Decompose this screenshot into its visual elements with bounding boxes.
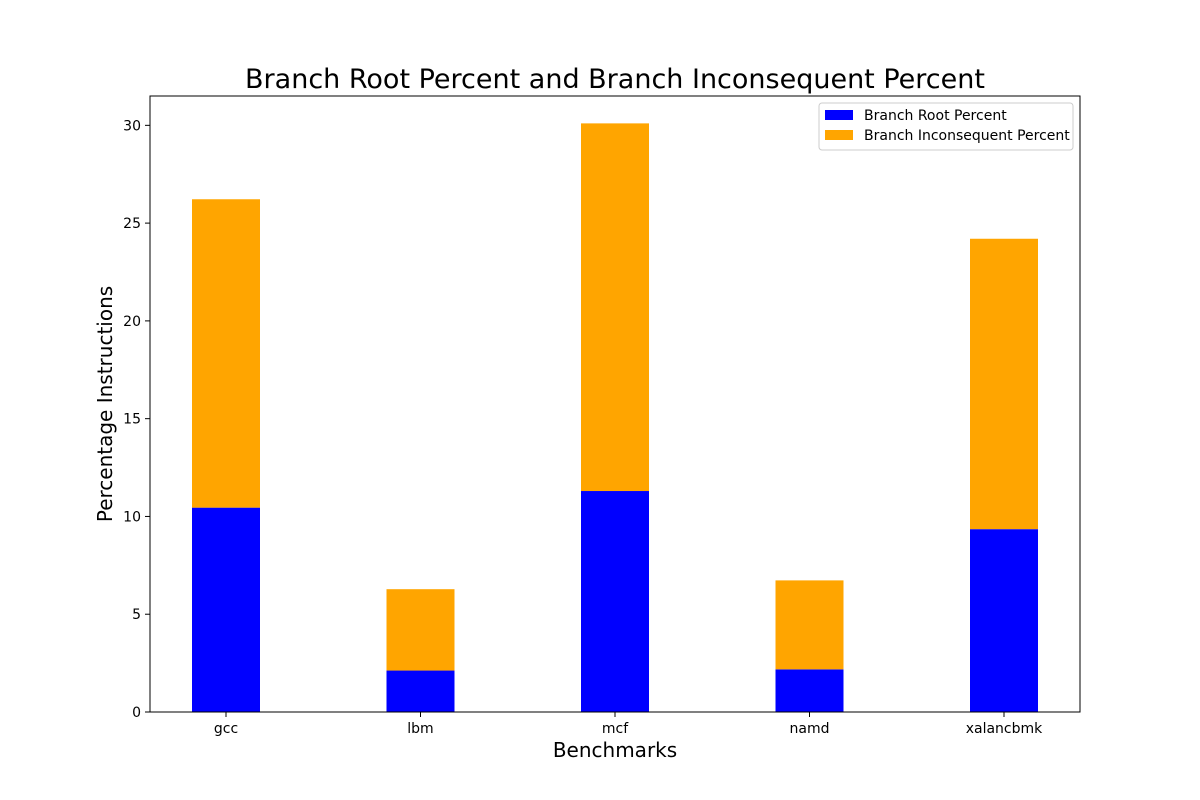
x-tick-label-xalancbmk: xalancbmk [966, 721, 1043, 737]
legend-box [818, 102, 1074, 151]
bar-branch-inconsequent-xalancbmk [970, 238, 1038, 530]
bar-branch-root-gcc [192, 507, 260, 712]
y-tick-label: 15 [123, 412, 141, 428]
y-tick-label: 10 [123, 509, 141, 525]
chart-title: Branch Root Percent and Branch Inconsequ… [245, 64, 985, 95]
bar-branch-inconsequent-gcc [192, 199, 260, 508]
legend-label-branch-root: Branch Root Percent [864, 108, 1007, 124]
legend: Branch Root Percent Branch Inconsequent P… [818, 102, 1074, 151]
x-tick-label-namd: namd [790, 721, 830, 737]
y-tick-label: 0 [132, 705, 141, 721]
bar-branch-inconsequent-namd [775, 580, 844, 670]
bar-branch-root-mcf [581, 491, 649, 712]
legend-label-branch-inconsequent: Branch Inconsequent Percent [864, 128, 1070, 144]
bar-branch-root-lbm [386, 670, 455, 712]
legend-swatch-branch-root [825, 110, 853, 120]
bar-branch-root-xalancbmk [970, 529, 1038, 712]
axes-group: 0 5 10 15 20 25 30 gcc lbm mcf namd xalancbmk [123, 95, 1081, 737]
bar-branch-inconsequent-mcf [581, 123, 649, 492]
y-tick-label: 30 [123, 118, 141, 134]
y-axis-label: Percentage Instructions [93, 286, 117, 522]
x-tick-label-mcf: mcf [602, 721, 629, 737]
x-axis-label: Benchmarks [553, 738, 677, 762]
y-tick-label: 20 [123, 314, 141, 330]
bars-group [192, 123, 1038, 712]
legend-swatch-branch-inconsequent [825, 130, 853, 140]
bar-branch-root-namd [775, 669, 844, 712]
x-tick-label-gcc: gcc [214, 721, 238, 737]
bar-branch-inconsequent-lbm [386, 589, 455, 671]
y-tick-label: 25 [123, 216, 141, 232]
y-tick-label: 5 [132, 607, 141, 623]
x-tick-label-lbm: lbm [407, 721, 433, 737]
